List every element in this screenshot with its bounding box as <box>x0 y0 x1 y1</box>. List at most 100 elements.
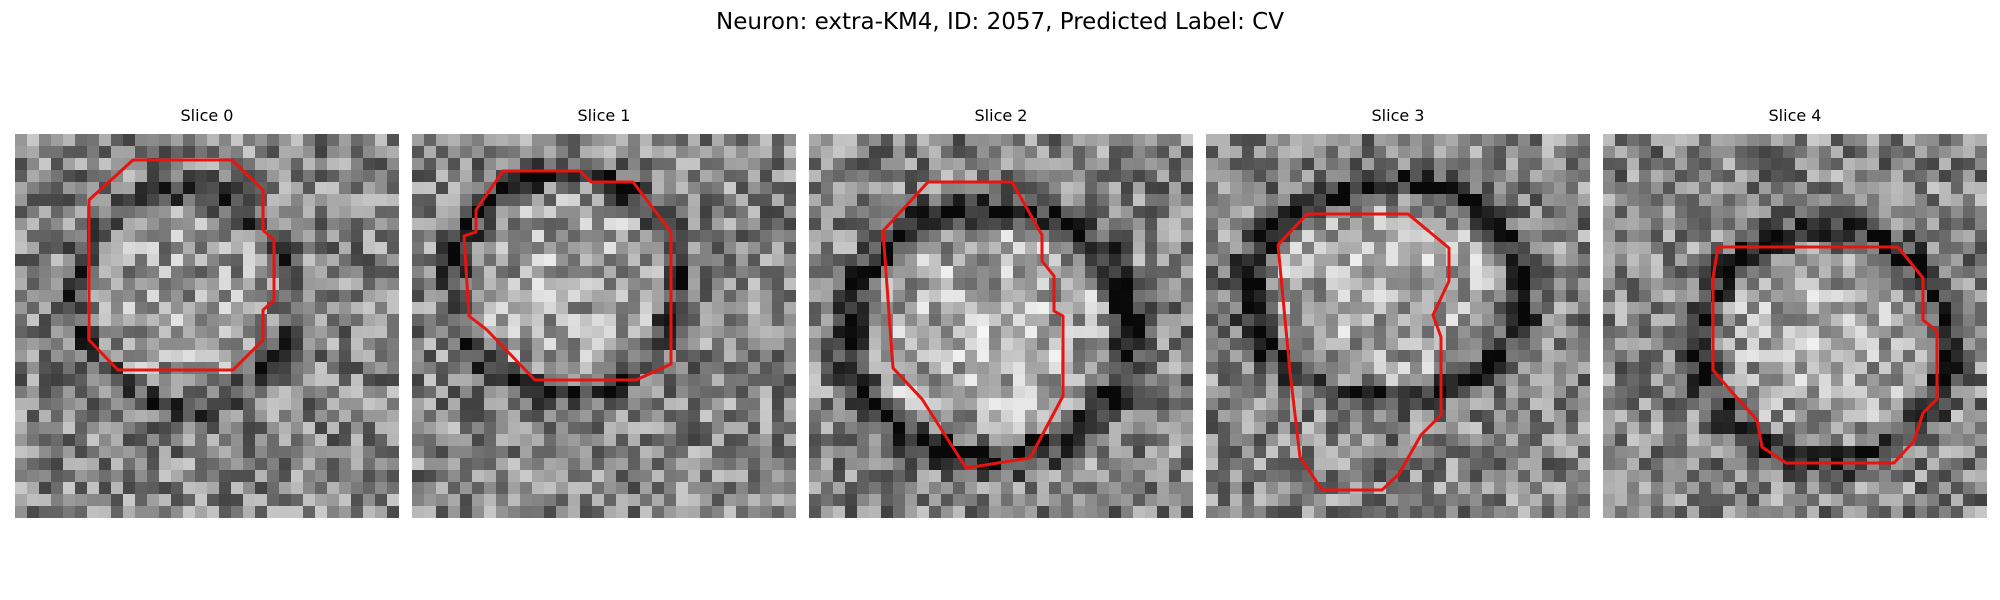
pixel-cell <box>1206 374 1219 387</box>
pixel-cell <box>1230 134 1243 147</box>
pixel-cell <box>1771 434 1784 447</box>
pixel-cell <box>1975 410 1987 423</box>
pixel-cell <box>267 146 280 159</box>
pixel-cell <box>1326 386 1339 399</box>
pixel-cell <box>1230 374 1243 387</box>
pixel-cell <box>580 314 593 327</box>
pixel-cell <box>279 146 292 159</box>
pixel-cell <box>51 158 64 171</box>
pixel-cell <box>1566 434 1579 447</box>
pixel-cell <box>881 494 894 507</box>
pixel-cell <box>315 278 328 291</box>
pixel-cell <box>1711 386 1724 399</box>
pixel-cell <box>917 314 930 327</box>
pixel-cell <box>1458 338 1471 351</box>
pixel-cell <box>1001 422 1014 435</box>
pixel-cell <box>63 494 76 507</box>
pixel-cell <box>905 146 918 159</box>
pixel-cell <box>183 326 196 339</box>
pixel-cell <box>195 254 208 267</box>
pixel-cell <box>1446 362 1459 375</box>
pixel-cell <box>1879 158 1892 171</box>
pixel-cell <box>1121 158 1134 171</box>
pixel-cell <box>1133 302 1146 315</box>
pixel-cell <box>424 290 437 303</box>
pixel-cell <box>833 458 846 471</box>
pixel-cell <box>1795 134 1808 147</box>
pixel-cell <box>736 386 749 399</box>
pixel-cell <box>532 410 545 423</box>
pixel-cell <box>1302 398 1315 411</box>
pixel-cell <box>460 506 473 518</box>
pixel-cell <box>1747 266 1760 279</box>
pixel-cell <box>267 206 280 219</box>
pixel-cell <box>351 278 364 291</box>
pixel-cell <box>147 218 160 231</box>
pixel-cell <box>15 266 28 279</box>
pixel-cell <box>1314 314 1327 327</box>
pixel-cell <box>568 470 581 483</box>
pixel-cell <box>1037 314 1050 327</box>
pixel-cell <box>556 410 569 423</box>
pixel-cell <box>315 470 328 483</box>
pixel-cell <box>833 374 846 387</box>
pixel-cell <box>1687 170 1700 183</box>
pixel-cell <box>989 134 1002 147</box>
pixel-cell <box>1290 254 1303 267</box>
pixel-cell <box>1181 326 1193 339</box>
pixel-cell <box>1278 170 1291 183</box>
slice-image-3 <box>1206 134 1590 518</box>
pixel-cell <box>1181 266 1193 279</box>
pixel-cell <box>1037 386 1050 399</box>
pixel-cell <box>1073 134 1086 147</box>
pixel-cell <box>568 398 581 411</box>
pixel-cell <box>1350 398 1363 411</box>
pixel-cell <box>363 182 376 195</box>
pixel-cell <box>1133 314 1146 327</box>
pixel-cell <box>15 410 28 423</box>
pixel-cell <box>255 422 268 435</box>
pixel-cell <box>1097 350 1110 363</box>
pixel-cell <box>520 134 533 147</box>
pixel-cell <box>472 446 485 459</box>
pixel-cell <box>604 458 617 471</box>
pixel-cell <box>1049 206 1062 219</box>
pixel-cell <box>1181 350 1193 363</box>
pixel-cell <box>87 386 100 399</box>
pixel-cell <box>1446 350 1459 363</box>
pixel-cell <box>1747 338 1760 351</box>
pixel-cell <box>75 482 88 495</box>
pixel-cell <box>1362 146 1375 159</box>
pixel-cell <box>1747 134 1760 147</box>
pixel-cell <box>1518 230 1531 243</box>
pixel-cell <box>243 422 256 435</box>
pixel-cell <box>616 206 629 219</box>
pixel-cell <box>1639 434 1652 447</box>
pixel-cell <box>989 422 1002 435</box>
pixel-cell <box>255 398 268 411</box>
pixel-cell <box>39 482 52 495</box>
pixel-cell <box>953 326 966 339</box>
pixel-cell <box>448 242 461 255</box>
pixel-cell <box>953 386 966 399</box>
pixel-cell <box>869 242 882 255</box>
pixel-cell <box>1001 194 1014 207</box>
pixel-cell <box>1302 314 1315 327</box>
pixel-cell <box>363 494 376 507</box>
pixel-cell <box>1242 146 1255 159</box>
pixel-cell <box>905 470 918 483</box>
pixel-cell <box>977 194 990 207</box>
pixel-cell <box>1133 230 1146 243</box>
pixel-cell <box>772 362 785 375</box>
pixel-cell <box>1530 290 1543 303</box>
pixel-cell <box>1530 242 1543 255</box>
pixel-cell <box>1157 146 1170 159</box>
pixel-cell <box>1326 362 1339 375</box>
pixel-cell <box>1843 194 1856 207</box>
pixel-cell <box>1242 266 1255 279</box>
pixel-cell <box>1891 194 1904 207</box>
pixel-cell <box>1073 422 1086 435</box>
pixel-cell <box>243 494 256 507</box>
pixel-cell <box>508 206 521 219</box>
pixel-cell <box>1230 170 1243 183</box>
